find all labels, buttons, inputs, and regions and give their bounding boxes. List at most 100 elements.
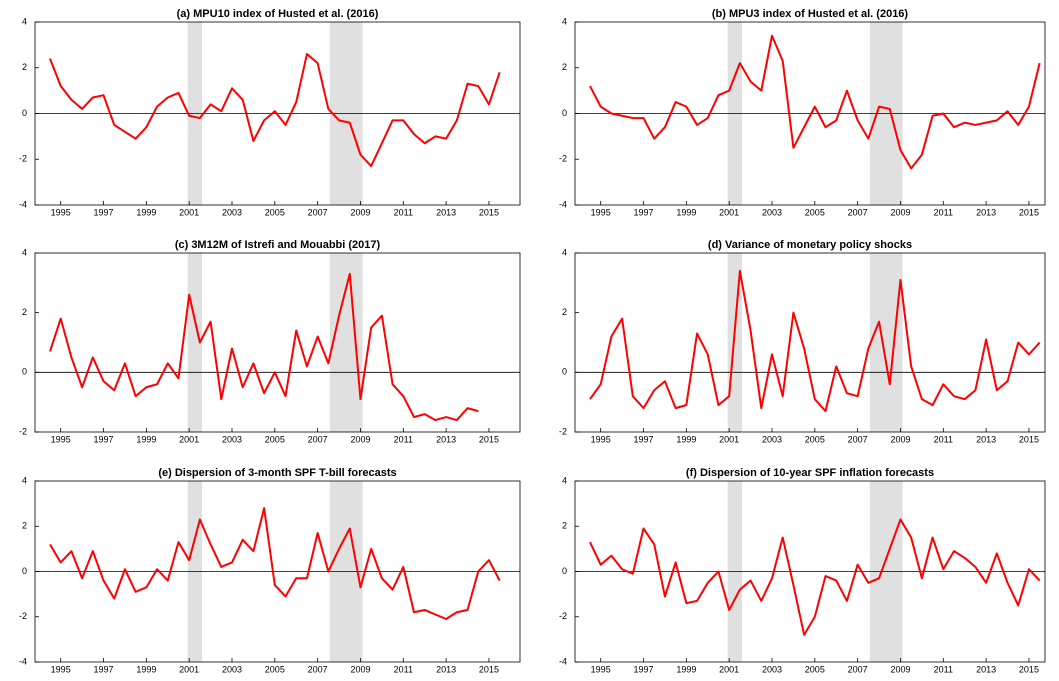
- x-tick-label: 2015: [1019, 664, 1039, 674]
- x-tick-label: 2009: [890, 664, 910, 674]
- data-line: [49, 272, 479, 422]
- x-tick-label: 2001: [179, 207, 199, 217]
- x-tick-label: 1999: [136, 664, 156, 674]
- x-tick-label: 2013: [436, 434, 456, 444]
- x-tick-label: 2003: [762, 207, 782, 217]
- x-tick-label: 1999: [136, 207, 156, 217]
- x-tick-label: 1999: [676, 664, 696, 674]
- x-tick-label: 1995: [591, 207, 611, 217]
- y-tick-label: 0: [22, 108, 27, 118]
- x-tick-label: 2007: [308, 434, 328, 444]
- chart-title: (e) Dispersion of 3-month SPF T-bill for…: [158, 467, 396, 479]
- x-tick-label: 1997: [94, 664, 114, 674]
- x-tick-label: 2001: [719, 664, 739, 674]
- y-tick-label: 4: [22, 475, 27, 485]
- y-tick-label: -2: [19, 611, 27, 621]
- x-tick-label: 2015: [479, 207, 499, 217]
- y-tick-label: 2: [22, 62, 27, 72]
- x-tick-label: 2009: [890, 207, 910, 217]
- x-tick-label: 2013: [976, 664, 996, 674]
- x-tick-label: 2007: [308, 664, 328, 674]
- chart-title: (c) 3M12M of Istrefi and Mouabbi (2017): [175, 239, 381, 251]
- x-tick-label: 1999: [676, 207, 696, 217]
- x-tick-label: 2011: [934, 207, 953, 217]
- x-tick-label: 2003: [222, 434, 242, 444]
- x-tick-label: 2005: [805, 434, 825, 444]
- x-tick-label: 2007: [308, 207, 328, 217]
- x-tick-label: 2007: [848, 207, 868, 217]
- data-line: [589, 34, 1041, 170]
- x-tick-label: 2003: [762, 664, 782, 674]
- x-tick-label: 2009: [350, 207, 370, 217]
- x-tick-label: 2009: [890, 434, 910, 444]
- x-tick-label: 1995: [51, 434, 71, 444]
- x-tick-label: 2005: [805, 664, 825, 674]
- y-tick-label: 0: [562, 566, 567, 576]
- x-tick-label: 2003: [222, 664, 242, 674]
- y-tick-label: -2: [559, 611, 567, 621]
- y-tick-label: 4: [22, 16, 27, 26]
- y-tick-label: 4: [562, 16, 567, 26]
- y-tick-label: -2: [19, 154, 27, 164]
- y-tick-label: -2: [559, 154, 567, 164]
- recession-band: [869, 253, 903, 432]
- y-tick-label: 2: [562, 521, 567, 531]
- x-tick-label: 2001: [719, 434, 739, 444]
- x-tick-label: 2001: [179, 434, 199, 444]
- data-line: [589, 269, 1041, 413]
- recession-band: [329, 253, 363, 432]
- y-tick-label: 4: [562, 247, 567, 257]
- x-tick-label: 2015: [1019, 434, 1039, 444]
- y-tick-label: -4: [19, 199, 27, 209]
- x-tick-label: 2013: [436, 664, 456, 674]
- x-tick-label: 2001: [719, 207, 739, 217]
- y-tick-label: 0: [22, 566, 27, 576]
- x-tick-label: 2005: [265, 664, 285, 674]
- data-line: [49, 53, 501, 168]
- recession-band: [187, 253, 203, 432]
- x-tick-label: 1995: [51, 664, 71, 674]
- x-tick-label: 2003: [222, 207, 242, 217]
- x-tick-label: 2009: [350, 664, 370, 674]
- data-line: [589, 518, 1041, 636]
- x-tick-label: 2003: [762, 434, 782, 444]
- x-tick-label: 2011: [934, 664, 953, 674]
- x-tick-label: 2005: [265, 207, 285, 217]
- y-tick-label: 2: [562, 307, 567, 317]
- x-tick-label: 1995: [591, 664, 611, 674]
- x-tick-label: 2009: [350, 434, 370, 444]
- x-tick-label: 2001: [179, 664, 199, 674]
- x-tick-label: 1995: [51, 207, 71, 217]
- y-tick-label: 0: [562, 367, 567, 377]
- x-tick-label: 2005: [805, 207, 825, 217]
- x-tick-label: 1999: [676, 434, 696, 444]
- x-tick-label: 1997: [634, 434, 654, 444]
- y-tick-label: 0: [562, 108, 567, 118]
- x-tick-label: 2011: [394, 664, 413, 674]
- plot-frame: [574, 252, 1046, 433]
- x-tick-label: 1995: [591, 434, 611, 444]
- chart-title: (f) Dispersion of 10-year SPF inflation …: [686, 467, 934, 479]
- y-tick-label: 2: [22, 521, 27, 531]
- x-tick-label: 1997: [94, 207, 114, 217]
- x-tick-label: 2013: [976, 434, 996, 444]
- plot-frame: [34, 252, 521, 433]
- y-tick-label: 4: [22, 247, 27, 257]
- x-tick-label: 2015: [479, 664, 499, 674]
- x-tick-label: 2015: [1019, 207, 1039, 217]
- x-tick-label: 1999: [136, 434, 156, 444]
- x-tick-label: 2011: [934, 434, 953, 444]
- y-tick-label: -2: [559, 426, 567, 436]
- y-tick-label: -2: [19, 426, 27, 436]
- chart-title: (d) Variance of monetary policy shocks: [708, 239, 912, 251]
- y-tick-label: -4: [559, 199, 567, 209]
- x-tick-label: 2013: [976, 207, 996, 217]
- x-tick-label: 1997: [634, 207, 654, 217]
- y-tick-label: 2: [562, 62, 567, 72]
- x-tick-label: 1997: [94, 434, 114, 444]
- chart-title: (b) MPU3 index of Husted et al. (2016): [712, 8, 909, 20]
- chart-title: (a) MPU10 index of Husted et al. (2016): [177, 8, 379, 20]
- y-tick-label: -4: [19, 656, 27, 666]
- x-tick-label: 2011: [394, 434, 413, 444]
